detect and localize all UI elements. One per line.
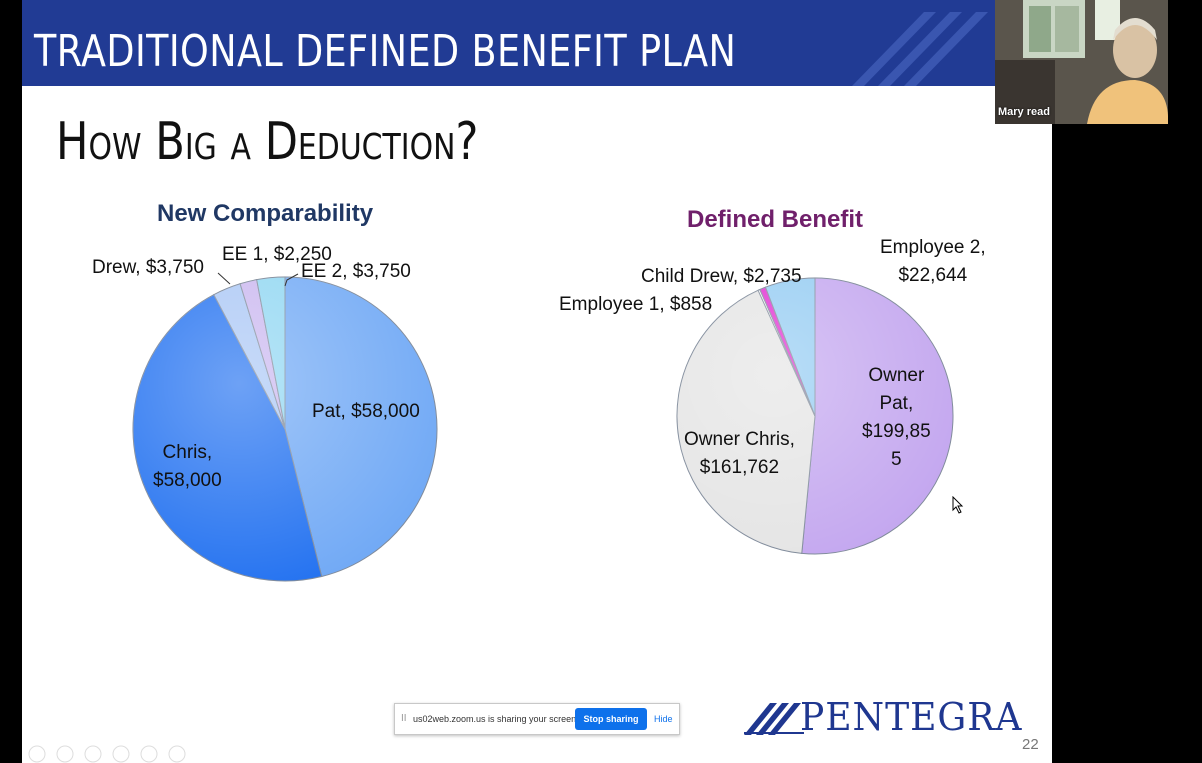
label-line: Owner	[868, 365, 925, 386]
pie-charts	[132, 272, 954, 582]
previous-slide-icon[interactable]	[28, 745, 46, 763]
drag-handle-icon[interactable]: II	[401, 713, 407, 724]
leader-line-ee2	[284, 273, 299, 287]
mouse-cursor-icon	[952, 496, 964, 514]
participant-name: Mary read	[998, 106, 1050, 118]
pie-new-comparability	[132, 276, 438, 582]
pie-highlight	[677, 278, 953, 554]
hide-share-bar-button[interactable]: Hide	[654, 714, 673, 724]
slideshow-toolbar	[28, 745, 186, 763]
label-line: $199,85	[862, 421, 931, 442]
label-db-owner-pat: Owner Pat, $199,85 5	[862, 362, 931, 474]
label-db-employee-2: Employee 2, $22,644	[880, 234, 986, 290]
pentegra-logo-text: PENTEGRA	[800, 695, 1023, 739]
label-db-owner-chris: Owner Chris, $161,762	[684, 426, 795, 482]
label-line: $22,644	[898, 265, 968, 286]
leader-line-drew	[217, 272, 231, 285]
label-nc-drew: Drew, $3,750	[92, 257, 204, 278]
slides-grid-icon[interactable]	[112, 745, 130, 763]
label-line: Pat,	[879, 393, 914, 414]
title-stripes-decoration	[852, 12, 988, 86]
label-nc-pat: Pat, $58,000	[312, 401, 420, 422]
label-line: 5	[891, 449, 902, 470]
title-bar: TRADITIONAL DEFINED BENEFIT PLAN	[22, 0, 995, 86]
participant-video-thumbnail[interactable]: Mary read	[995, 0, 1168, 124]
label-line: Employee 2,	[880, 237, 986, 258]
pie-defined-benefit	[676, 277, 954, 555]
label-line: $58,000	[153, 470, 222, 491]
label-nc-ee2: EE 2, $3,750	[301, 261, 411, 282]
share-status-text: us02web.zoom.us is sharing your screen.	[413, 714, 579, 724]
label-line: Owner Chris,	[684, 429, 795, 450]
participant-video-image	[995, 0, 1168, 124]
more-options-icon[interactable]	[168, 745, 186, 763]
label-db-child-drew: Child Drew, $2,735	[641, 266, 802, 287]
label-line: $161,762	[699, 457, 780, 478]
stop-sharing-button[interactable]: Stop sharing	[575, 708, 647, 730]
chart-title-new-comparability: New Comparability	[157, 200, 374, 227]
slide-title: TRADITIONAL DEFINED BENEFIT PLAN	[34, 26, 737, 77]
next-slide-icon[interactable]	[56, 745, 74, 763]
slide-page-number: 22	[1022, 736, 1039, 753]
label-nc-chris: Chris, $58,000	[153, 439, 222, 495]
slide-subtitle: How Big a Deduction?	[56, 112, 479, 172]
pie-highlight	[133, 277, 437, 581]
pentegra-logo-mark	[744, 703, 804, 735]
screen-share-notification: II us02web.zoom.us is sharing your scree…	[394, 703, 680, 735]
label-line: Chris,	[162, 442, 213, 463]
label-db-employee-1: Employee 1, $858	[559, 294, 713, 315]
label-nc-ee1: EE 1, $2,250	[222, 244, 332, 265]
presentation-slide: TRADITIONAL DEFINED BENEFIT PLAN How Big…	[22, 0, 1052, 763]
chart-title-defined-benefit: Defined Benefit	[687, 206, 864, 233]
zoom-icon[interactable]	[140, 745, 158, 763]
pen-icon[interactable]	[84, 745, 102, 763]
